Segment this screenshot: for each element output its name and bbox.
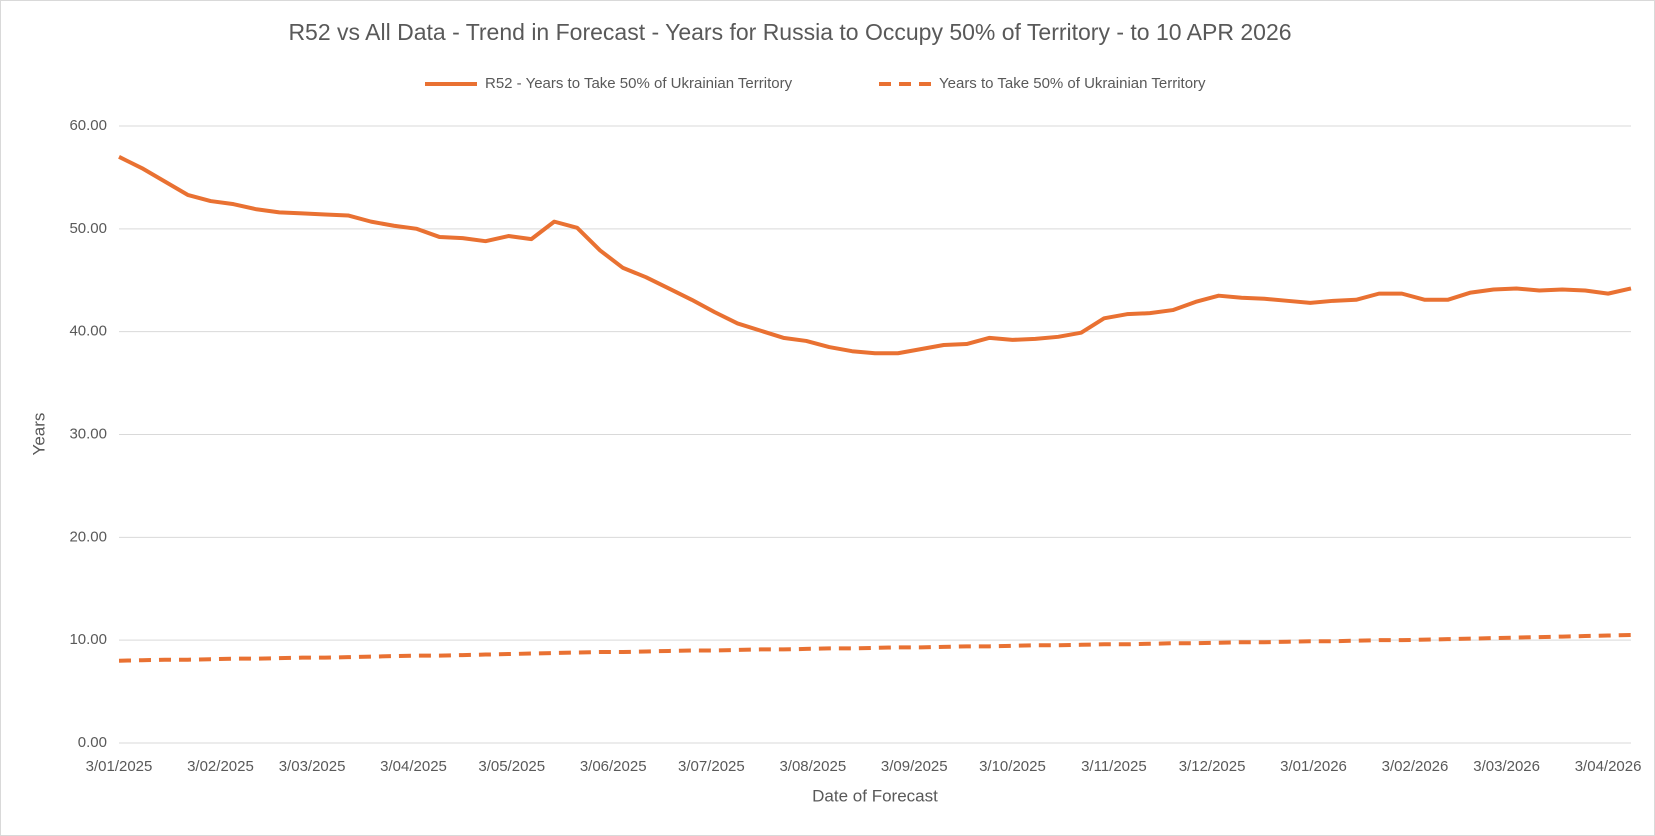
x-tick-label: 3/09/2025: [881, 758, 948, 775]
x-tick-label: 3/12/2025: [1179, 758, 1246, 775]
data-line: [118, 155, 1632, 356]
data-line: [118, 633, 1632, 663]
y-tick-label: 0.00: [78, 734, 107, 751]
y-tick-label: 30.00: [69, 425, 107, 442]
x-tick-label: 3/03/2026: [1473, 758, 1540, 775]
x-axis-title: Date of Forecast: [812, 786, 938, 805]
y-tick-label: 20.00: [69, 528, 107, 545]
y-axis-title: Years: [29, 413, 48, 456]
legend-label: Years to Take 50% of Ukrainian Territory: [939, 75, 1206, 92]
x-tick-label: 3/05/2025: [478, 758, 545, 775]
x-tick-label: 3/02/2025: [187, 758, 254, 775]
x-tick-label: 3/07/2025: [678, 758, 745, 775]
x-tick-label: 3/02/2026: [1382, 758, 1449, 775]
y-tick-label: 60.00: [69, 117, 107, 134]
chart-title: R52 vs All Data - Trend in Forecast - Ye…: [288, 19, 1291, 45]
y-tick-label: 40.00: [69, 323, 107, 340]
x-tick-label: 3/03/2025: [279, 758, 346, 775]
x-tick-label: 3/04/2025: [380, 758, 447, 775]
y-tick-label: 50.00: [69, 220, 107, 237]
x-tick-label: 3/11/2025: [1081, 758, 1147, 775]
x-tick-label: 3/08/2025: [779, 758, 846, 775]
x-tick-label: 3/06/2025: [580, 758, 647, 775]
x-tick-label: 3/04/2026: [1575, 758, 1642, 775]
legend-label: R52 - Years to Take 50% of Ukrainian Ter…: [485, 75, 793, 92]
y-tick-label: 10.00: [69, 631, 107, 648]
x-tick-label: 3/01/2025: [86, 758, 153, 775]
x-tick-label: 3/10/2025: [979, 758, 1046, 775]
x-tick-label: 3/01/2026: [1280, 758, 1347, 775]
